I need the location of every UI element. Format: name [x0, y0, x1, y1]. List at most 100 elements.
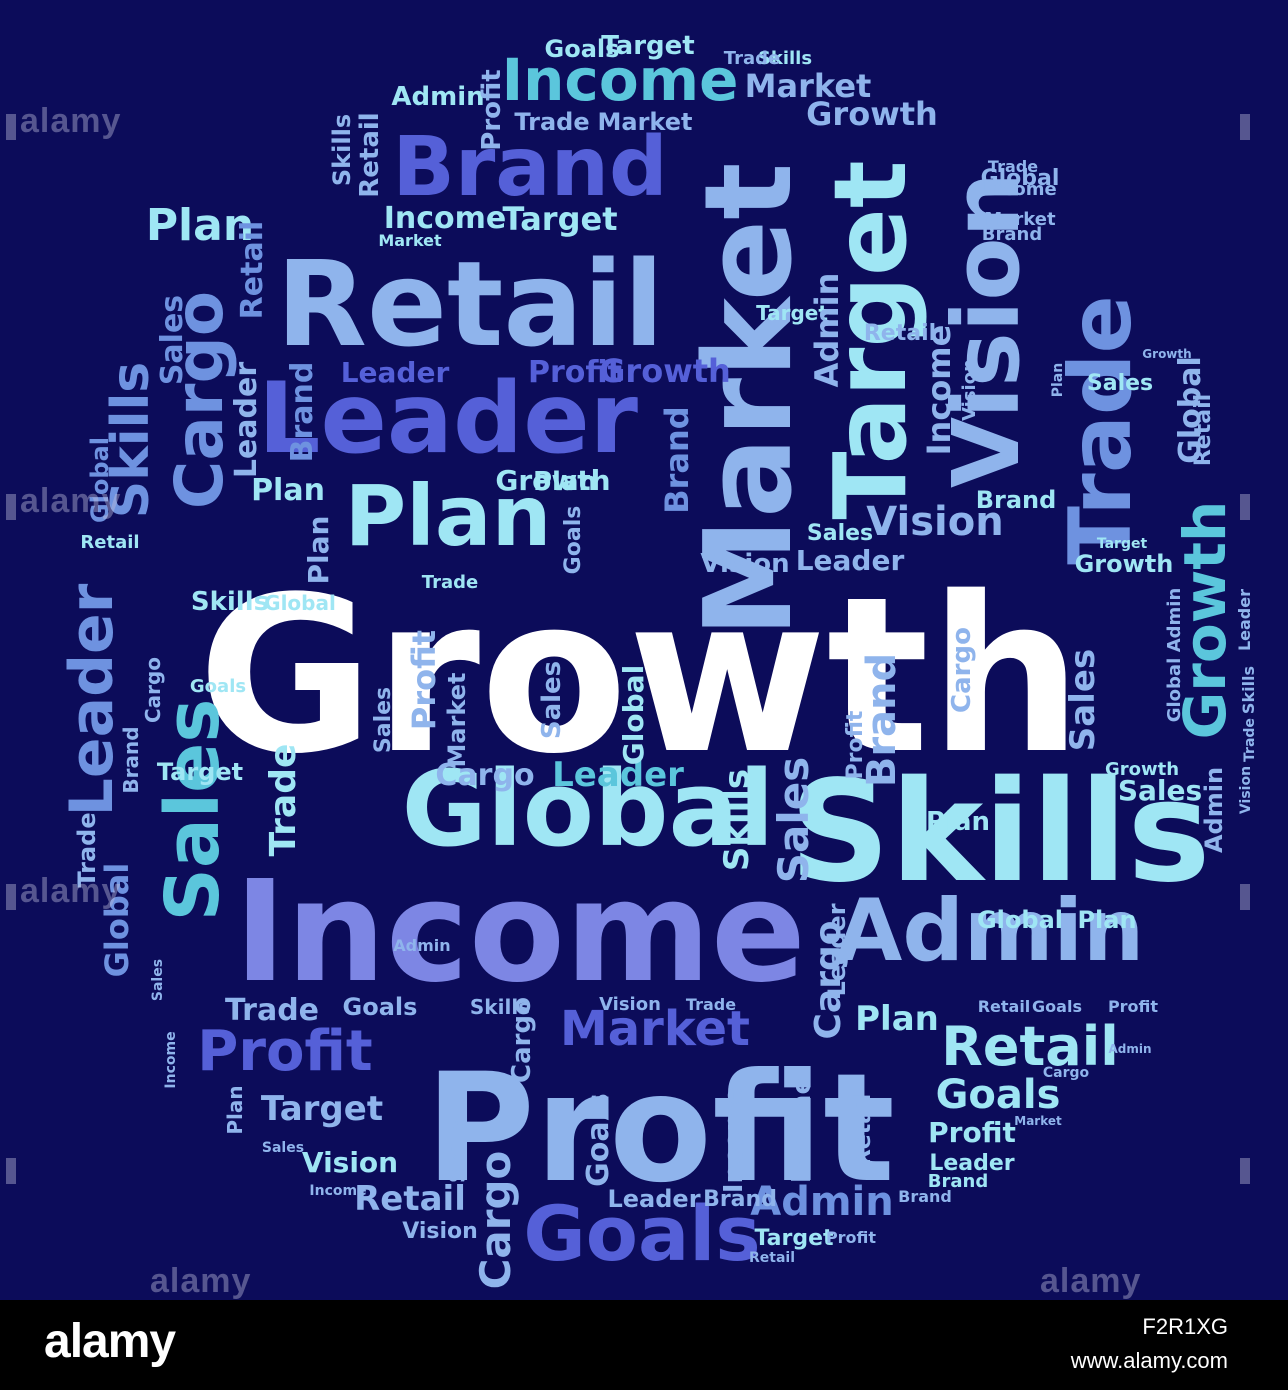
cloud-word: Retail — [978, 997, 1031, 1016]
cloud-word: Vision — [700, 549, 789, 579]
word-cloud-image: Growth Skills Global Income Profit Retail Lead… — [6, 31, 1258, 1300]
cloud-word: Income — [163, 1031, 179, 1088]
cloud-word: Global — [981, 166, 1060, 191]
cloud-word: Plan — [345, 467, 552, 565]
cloud-word: Retail — [235, 221, 270, 320]
cloud-word: Sales — [150, 699, 236, 922]
cloud-word: Retail — [355, 112, 385, 197]
watermark-mark — [6, 494, 16, 520]
watermark-mark — [6, 1158, 16, 1184]
cloud-word: Market — [443, 673, 471, 768]
cloud-word: Growth — [599, 352, 731, 390]
cloud-word: Cargo — [507, 997, 537, 1083]
cloud-word: Sales — [1087, 371, 1153, 396]
cloud-word: Leader — [1235, 589, 1254, 651]
cloud-word: Sales — [155, 295, 190, 385]
cloud-word: Global — [1164, 658, 1185, 723]
cloud-word: Brand — [976, 486, 1057, 514]
cloud-word: Leader — [229, 362, 264, 479]
cloud-word: Trade — [73, 812, 101, 887]
cloud-word: Target — [503, 200, 618, 238]
cloud-word: Growth — [806, 95, 938, 133]
cloud-word: Growth — [1075, 550, 1174, 578]
cloud-word: Plan — [251, 473, 325, 508]
cloud-word: Plan — [1077, 906, 1136, 934]
cloud-word: Skills — [789, 751, 1210, 914]
cloud-word: Sales — [150, 959, 166, 1001]
alamy-logo: alamy — [44, 1315, 176, 1368]
watermark-mark — [1240, 884, 1250, 910]
cloud-word: Skills — [328, 114, 356, 186]
watermark-text: alamy — [20, 872, 122, 910]
cloud-word: Retail — [276, 235, 664, 373]
cloud-word: Goals — [1032, 997, 1082, 1016]
cloud-word: Income — [787, 1077, 817, 1183]
cloud-word: Sales — [1063, 649, 1103, 751]
cloud-word: Cargo — [161, 291, 238, 509]
cloud-word: Goals — [545, 35, 620, 63]
cloud-word: Plan — [146, 200, 254, 251]
cloud-word: Goals — [936, 1072, 1061, 1118]
cloud-word: Leader — [929, 1151, 1014, 1176]
cloud-word: Target — [756, 301, 828, 325]
cloud-word: Brand — [285, 362, 320, 463]
cloud-word: Plan — [926, 807, 990, 837]
cloud-word: Income — [920, 325, 958, 456]
watermark-text: alamy — [20, 102, 122, 140]
cloud-word: Vision — [959, 359, 980, 421]
cloud-word: Cargo — [1043, 1065, 1090, 1081]
cloud-word: Skills — [758, 48, 812, 69]
cloud-word: Growth — [1171, 501, 1239, 740]
cloud-word: Skills — [717, 769, 757, 871]
cloud-word: Skills — [470, 995, 530, 1019]
cloud-word: Sales — [262, 1140, 304, 1156]
cloud-word: Leader — [341, 356, 450, 389]
cloud-word: Admin — [808, 273, 846, 388]
cloud-word: Sales — [807, 521, 873, 546]
watermark-text: alamy — [150, 1262, 252, 1300]
cloud-word: Vision — [302, 1146, 398, 1179]
cloud-word: Profit — [197, 1019, 372, 1084]
cloud-word: Leader — [607, 1185, 700, 1213]
cloud-word: Trade — [225, 993, 319, 1028]
cloud-word: Profit — [528, 355, 622, 390]
cloud-word: Brand — [392, 120, 667, 215]
cloud-word: Trade — [686, 995, 736, 1014]
cloud-word: Global — [617, 665, 650, 765]
cloud-word: Brand — [928, 1171, 988, 1192]
cloud-word: Retail — [354, 1179, 466, 1219]
cloud-word: Goals — [561, 506, 586, 575]
cloud-word: Target — [261, 1089, 383, 1129]
cloud-word: Retail — [941, 1015, 1118, 1078]
cloud-word: Leader — [57, 583, 127, 816]
cloud-word: Cargo — [947, 627, 977, 713]
cloud-word: Brand — [898, 1187, 952, 1206]
cloud-word: Profit — [425, 1042, 895, 1216]
cloud-word: Growth — [198, 550, 1083, 801]
cloud-word: Target — [157, 758, 243, 786]
cloud-word: Sales — [769, 757, 818, 883]
watermark-mark — [1240, 114, 1250, 140]
cloud-word: Market — [1014, 1114, 1062, 1128]
cloud-word: Retail — [749, 1250, 795, 1266]
cloud-word: Target — [754, 1226, 834, 1251]
cloud-word: Profit — [1108, 997, 1158, 1016]
cloud-word: Income — [384, 201, 507, 236]
cloud-word: Profit — [928, 1116, 1016, 1149]
cloud-word: Trade — [1242, 718, 1258, 762]
cloud-word: Market — [984, 209, 1056, 230]
cloud-word: Leader — [552, 755, 684, 795]
cloud-word: Leader — [823, 903, 851, 996]
cloud-word: Trade — [724, 48, 780, 69]
cloud-word: Market — [560, 1001, 750, 1057]
cloud-word: Retail — [1191, 394, 1216, 466]
cloud-word: Brand — [703, 1187, 777, 1212]
cloud-word: Retail — [864, 321, 936, 346]
cloud-word: Goals — [190, 676, 246, 697]
cloud-word: Profit — [843, 710, 868, 779]
cloud-word: Cargo — [435, 758, 534, 793]
cloud-word: Brand — [982, 224, 1042, 245]
cloud-word: Plan — [1050, 363, 1066, 397]
cloud-word: Trade — [1051, 295, 1151, 565]
cloud-word: Admin — [1164, 588, 1185, 653]
